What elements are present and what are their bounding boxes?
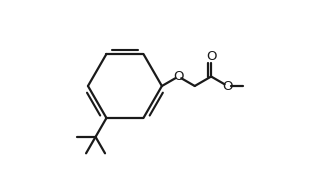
Text: O: O: [206, 50, 216, 63]
Text: O: O: [173, 70, 184, 83]
Text: O: O: [222, 79, 233, 93]
